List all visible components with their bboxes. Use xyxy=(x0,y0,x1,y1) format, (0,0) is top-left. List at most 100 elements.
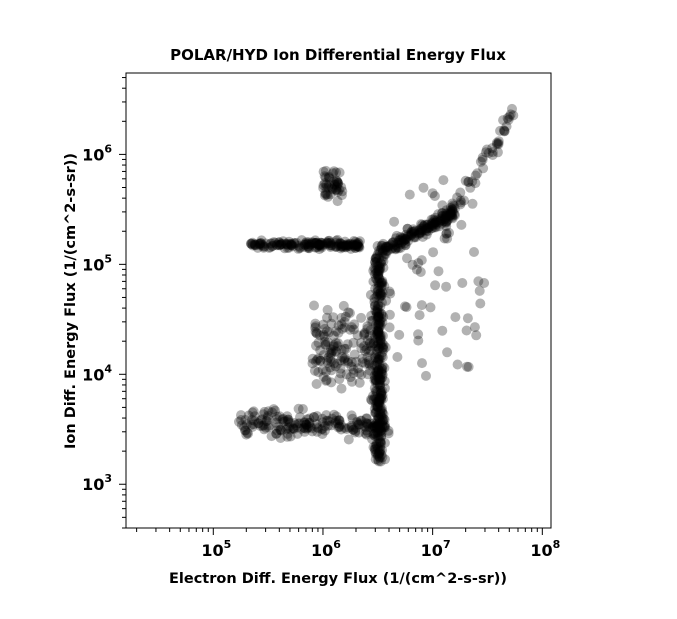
data-point xyxy=(333,238,344,249)
data-point xyxy=(307,358,318,369)
data-point xyxy=(375,425,386,436)
data-point xyxy=(252,242,263,253)
data-point xyxy=(324,240,335,251)
data-point xyxy=(336,241,347,252)
data-point xyxy=(463,177,474,187)
data-point xyxy=(377,240,388,251)
data-point xyxy=(304,417,315,428)
data-point xyxy=(274,239,285,250)
data-point xyxy=(329,176,339,187)
data-point xyxy=(375,436,385,447)
data-point xyxy=(332,418,343,429)
data-point xyxy=(343,240,354,251)
data-point xyxy=(367,360,377,371)
data-point xyxy=(347,376,357,387)
data-point xyxy=(330,346,341,357)
data-point xyxy=(368,276,379,287)
data-point xyxy=(370,351,380,362)
data-point xyxy=(491,137,502,148)
data-point xyxy=(286,240,297,251)
data-point xyxy=(430,212,441,223)
data-point xyxy=(336,190,347,201)
data-point xyxy=(373,311,384,322)
data-point xyxy=(377,385,388,396)
data-point xyxy=(374,262,385,273)
data-point xyxy=(334,422,345,432)
data-point xyxy=(317,423,328,434)
data-point xyxy=(373,326,383,337)
data-point xyxy=(372,427,383,438)
data-point xyxy=(380,454,390,465)
data-point xyxy=(376,351,387,361)
data-point xyxy=(257,420,268,431)
data-point xyxy=(317,239,328,250)
data-point xyxy=(373,261,384,271)
data-point xyxy=(314,244,325,255)
data-point xyxy=(427,217,438,228)
data-point xyxy=(377,317,388,327)
data-point xyxy=(376,417,387,428)
data-point xyxy=(397,233,408,244)
data-point xyxy=(400,239,411,250)
data-point xyxy=(372,249,383,260)
data-point xyxy=(370,441,381,452)
data-point xyxy=(247,421,258,432)
y-tick-label: 104 xyxy=(82,362,112,384)
data-point xyxy=(369,422,380,433)
data-point xyxy=(475,156,486,167)
data-point xyxy=(255,421,266,431)
data-point xyxy=(321,238,332,249)
data-point xyxy=(427,221,438,231)
data-point xyxy=(432,217,443,228)
data-point xyxy=(331,326,341,337)
data-point xyxy=(330,185,341,195)
data-point xyxy=(425,302,436,313)
data-point xyxy=(371,291,382,302)
data-point xyxy=(369,262,380,273)
data-point xyxy=(385,288,396,299)
data-point xyxy=(372,325,382,336)
data-point xyxy=(374,331,385,342)
data-point xyxy=(310,242,321,253)
data-point xyxy=(326,240,337,251)
data-point xyxy=(267,241,278,251)
data-point xyxy=(268,404,279,415)
data-point xyxy=(382,245,393,256)
data-point xyxy=(433,266,444,277)
data-point xyxy=(374,354,385,365)
data-point xyxy=(340,242,351,253)
data-point xyxy=(416,219,426,230)
data-point xyxy=(339,322,350,333)
data-point xyxy=(376,241,387,251)
data-point xyxy=(324,179,334,190)
data-point xyxy=(315,330,325,341)
data-point xyxy=(326,347,337,357)
data-point xyxy=(301,419,312,430)
data-point xyxy=(334,415,345,426)
data-point xyxy=(275,239,286,250)
data-point xyxy=(308,237,319,248)
data-point xyxy=(366,394,376,405)
data-point xyxy=(349,319,360,330)
data-point xyxy=(375,382,386,392)
data-point xyxy=(282,423,293,433)
data-point xyxy=(329,180,340,190)
data-point xyxy=(289,418,300,428)
data-point xyxy=(310,238,321,249)
data-point xyxy=(370,408,381,418)
data-point xyxy=(348,425,359,435)
data-point xyxy=(243,428,253,439)
data-point xyxy=(274,237,284,248)
x-tick-label: 106 xyxy=(311,538,341,560)
data-point xyxy=(259,406,270,417)
data-point xyxy=(373,311,384,322)
data-point xyxy=(374,430,385,441)
data-point xyxy=(444,227,454,238)
data-point xyxy=(274,240,285,251)
data-point xyxy=(380,342,391,353)
data-point xyxy=(265,242,276,253)
data-point xyxy=(374,351,385,362)
data-point xyxy=(360,345,370,356)
data-point xyxy=(319,425,330,436)
data-point xyxy=(371,398,382,409)
